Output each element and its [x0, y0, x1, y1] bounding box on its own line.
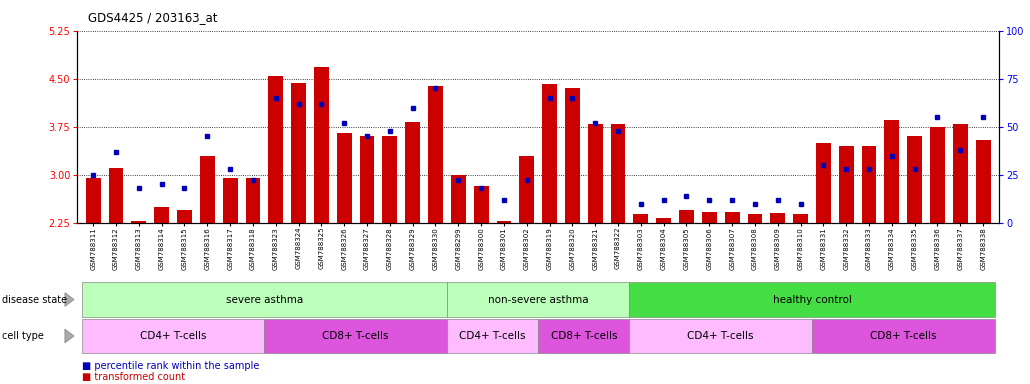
Bar [633, 214, 648, 223]
Bar [770, 213, 785, 223]
Bar [108, 168, 124, 223]
Bar [222, 178, 238, 223]
Bar [519, 156, 535, 223]
Bar [200, 156, 214, 223]
Bar [337, 133, 351, 223]
Bar [885, 120, 899, 223]
Text: GDS4425 / 203163_at: GDS4425 / 203163_at [88, 12, 217, 25]
Bar [701, 212, 717, 223]
Bar [748, 214, 762, 223]
Text: ■ transformed count: ■ transformed count [82, 372, 185, 382]
Text: CD4+ T-cells: CD4+ T-cells [140, 331, 206, 341]
Bar [382, 136, 398, 223]
Bar [269, 76, 283, 223]
Bar [314, 67, 329, 223]
Bar [679, 210, 694, 223]
Bar [838, 146, 854, 223]
Bar [85, 178, 101, 223]
Text: CD8+ T-cells: CD8+ T-cells [551, 331, 617, 341]
Bar [177, 210, 192, 223]
Bar [245, 178, 261, 223]
Text: CD4+ T-cells: CD4+ T-cells [687, 331, 754, 341]
Bar [793, 214, 808, 223]
Bar [588, 124, 603, 223]
Text: healthy control: healthy control [772, 295, 852, 305]
Bar [428, 86, 443, 223]
Bar [474, 186, 488, 223]
Text: cell type: cell type [2, 331, 44, 341]
Text: severe asthma: severe asthma [226, 295, 303, 305]
Bar [496, 221, 511, 223]
Bar [725, 212, 740, 223]
Bar [975, 139, 991, 223]
Text: non-severe asthma: non-severe asthma [488, 295, 588, 305]
Bar [542, 84, 557, 223]
Bar [930, 127, 945, 223]
Bar [132, 221, 146, 223]
Bar [907, 136, 922, 223]
Text: CD4+ T-cells: CD4+ T-cells [459, 331, 525, 341]
Bar [291, 83, 306, 223]
Bar [451, 175, 466, 223]
Bar [565, 88, 580, 223]
Text: CD8+ T-cells: CD8+ T-cells [322, 331, 389, 341]
Bar [656, 218, 672, 223]
Bar [154, 207, 169, 223]
Text: disease state: disease state [2, 295, 67, 305]
Text: CD8+ T-cells: CD8+ T-cells [870, 331, 936, 341]
Text: ■ percentile rank within the sample: ■ percentile rank within the sample [82, 361, 260, 371]
Bar [359, 136, 375, 223]
Bar [611, 124, 625, 223]
Bar [405, 122, 420, 223]
Bar [816, 143, 831, 223]
Bar [953, 124, 968, 223]
Bar [862, 146, 877, 223]
